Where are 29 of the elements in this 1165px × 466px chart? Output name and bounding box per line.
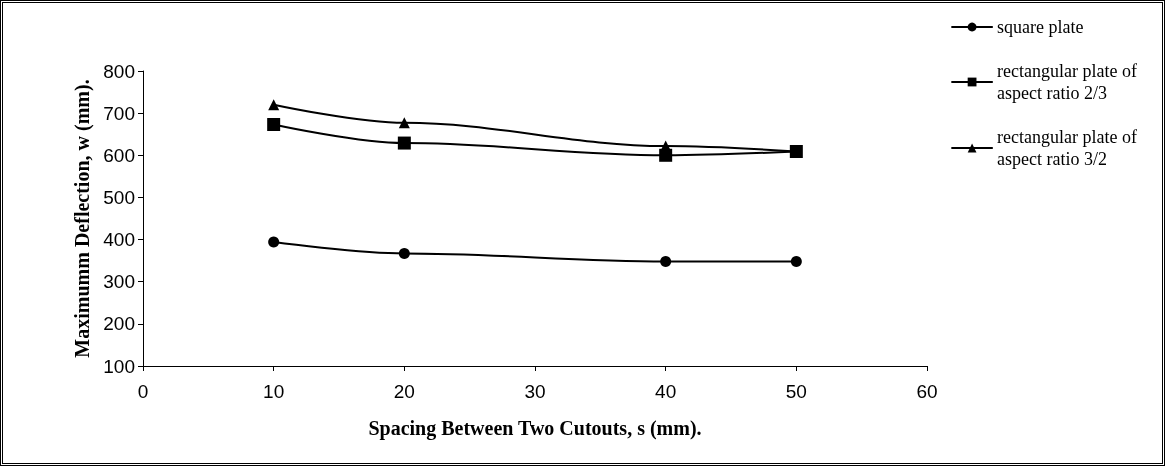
point [267, 118, 281, 132]
legend-label: rectangular plate of aspect ratio 2/3 [997, 61, 1138, 103]
y-tick-label: 700 [103, 102, 135, 124]
x-tick-label: 20 [393, 381, 415, 402]
y-tick-label: 400 [103, 229, 135, 251]
point [790, 255, 802, 267]
point [397, 136, 411, 150]
y-tick-label: 600 [103, 144, 135, 166]
point [660, 255, 672, 267]
x-tick-label: 30 [524, 381, 546, 402]
y-tick-label: 300 [103, 271, 135, 293]
y-tick-label: 100 [103, 355, 135, 377]
x-tick-label: 10 [263, 381, 285, 402]
point [398, 247, 410, 259]
x-tick-label: 60 [916, 381, 938, 402]
point [398, 117, 410, 129]
x-tick-label: 40 [655, 381, 677, 402]
legend-label: square plate [997, 17, 1084, 37]
legend-label: rectangular plate of aspect ratio 3/2 [997, 127, 1138, 169]
x-axis-title: Spacing Between Two Cutouts, s (mm). [368, 417, 702, 440]
x-tick-label: 50 [785, 381, 807, 402]
point [268, 236, 280, 248]
x-tick-label: 0 [137, 381, 149, 402]
y-tick-label: 200 [103, 313, 135, 335]
y-axis-title: Maximumm Deflection, w (mm). [71, 79, 95, 358]
point [659, 148, 673, 162]
y-tick-label: 800 [103, 60, 135, 82]
y-tick-label: 500 [103, 186, 135, 208]
point [268, 99, 280, 111]
